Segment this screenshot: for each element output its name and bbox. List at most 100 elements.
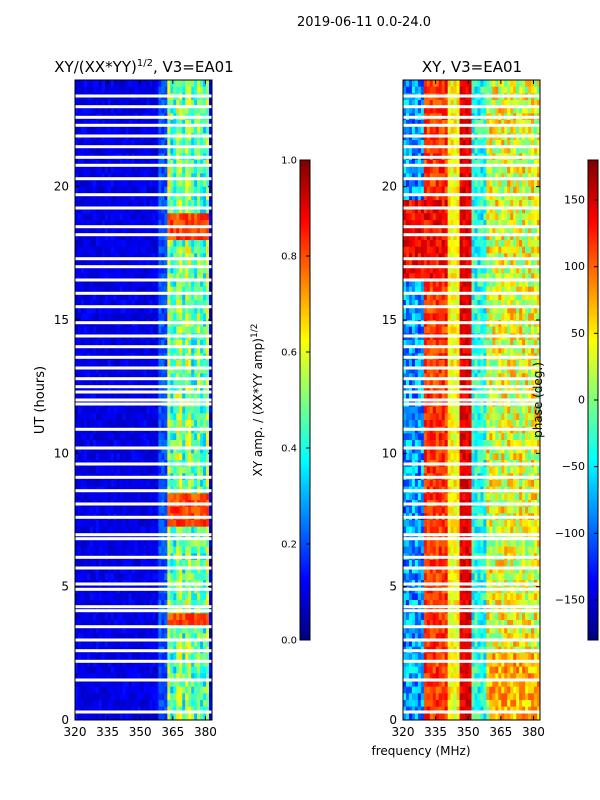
heatmap-cell [149,226,153,234]
heatmap-cell [137,693,141,701]
heatmap-cell [209,380,213,388]
heatmap-cell [185,346,189,354]
heatmap-cell [152,126,156,134]
heatmap-cell [161,220,165,228]
heatmap-cell [95,286,100,294]
heatmap-cell [191,200,195,208]
heatmap-cell [119,200,124,208]
heatmap-cell [414,106,419,114]
heatmap-cell [104,246,109,254]
heatmap-cell [459,106,463,114]
heatmap-cell [191,386,195,394]
heatmap-cell [197,680,201,688]
heatmap-cell [170,253,174,261]
heatmap-cell [164,300,168,308]
heatmap-cell [206,413,210,421]
heatmap-cell [77,540,82,548]
heatmap-cell [86,80,91,88]
heatmap-cell [143,226,147,234]
heatmap-cell [98,146,103,154]
heatmap-cell [149,566,153,574]
heatmap-cell [107,340,112,348]
heatmap-cell [173,273,177,281]
heatmap-cell [161,340,165,348]
heatmap-cell [167,693,171,701]
heatmap-cell [113,506,118,514]
heatmap-cell [173,280,177,288]
heatmap-cell [203,713,207,721]
heatmap-cell [155,413,159,421]
heatmap-cell [134,193,138,201]
heatmap-cell [75,246,79,254]
heatmap-cell [155,146,159,154]
heatmap-cell [149,613,153,621]
heatmap-cell [435,120,440,128]
heatmap-cell [104,86,109,94]
heatmap-cell [209,180,213,188]
heatmap-cell [113,600,118,608]
heatmap-cell [158,480,162,488]
heatmap-cell [209,306,213,314]
heatmap-cell [101,480,106,488]
heatmap-cell [161,100,165,108]
heatmap-cell [179,680,183,688]
heatmap-cell [86,386,91,394]
heatmap-cell [92,626,97,634]
heatmap-cell [98,526,103,534]
heatmap-cell [95,466,100,474]
heatmap-cell [119,180,124,188]
heatmap-cell [173,706,177,714]
heatmap-cell [107,360,112,368]
heatmap-cell [504,126,508,134]
heatmap-cell [110,280,115,288]
heatmap-cell [170,386,174,394]
heatmap-cell [83,160,88,168]
heatmap-cell [77,300,82,308]
heatmap-cell [429,106,434,114]
heatmap-cell [137,260,141,268]
heatmap-cell [170,466,174,474]
heatmap-cell [489,120,493,128]
heatmap-cell [122,413,127,421]
heatmap-cell [206,253,210,261]
heatmap-cell [104,420,109,428]
heatmap-cell [128,326,132,334]
heatmap-cell [152,213,156,221]
heatmap-cell [182,640,186,648]
heatmap-cell [101,280,106,288]
flagged-gap [75,366,212,370]
heatmap-cell [161,373,165,381]
heatmap-cell [128,413,132,421]
heatmap-cell [194,126,198,134]
heatmap-cell [134,286,138,294]
heatmap-cell [116,186,121,194]
heatmap-cell [185,573,189,581]
heatmap-cell [116,533,121,541]
heatmap-cell [77,340,82,348]
heatmap-cell [167,520,171,528]
heatmap-cell [131,620,135,628]
heatmap-cell [474,120,478,128]
heatmap-cell [203,686,207,694]
heatmap-cell [101,166,106,174]
heatmap-cell [122,420,127,428]
heatmap-cell [170,373,174,381]
heatmap-cell [131,106,135,114]
heatmap-cell [77,193,82,201]
heatmap-cell [80,420,85,428]
colorbar-tick-label: 0.4 [281,444,297,455]
heatmap-cell [107,373,112,381]
flagged-gap [75,278,212,282]
heatmap-cell [179,433,183,441]
heatmap-cell [80,453,85,461]
heatmap-cell [155,286,159,294]
heatmap-cell [110,273,115,281]
heatmap-cell [420,120,425,128]
heatmap-cell [179,100,183,108]
heatmap-cell [173,680,177,688]
heatmap-cell [170,366,174,374]
heatmap-cell [95,680,100,688]
heatmap-cell [110,406,115,414]
heatmap-cell [92,440,97,448]
heatmap-cell [194,673,198,681]
